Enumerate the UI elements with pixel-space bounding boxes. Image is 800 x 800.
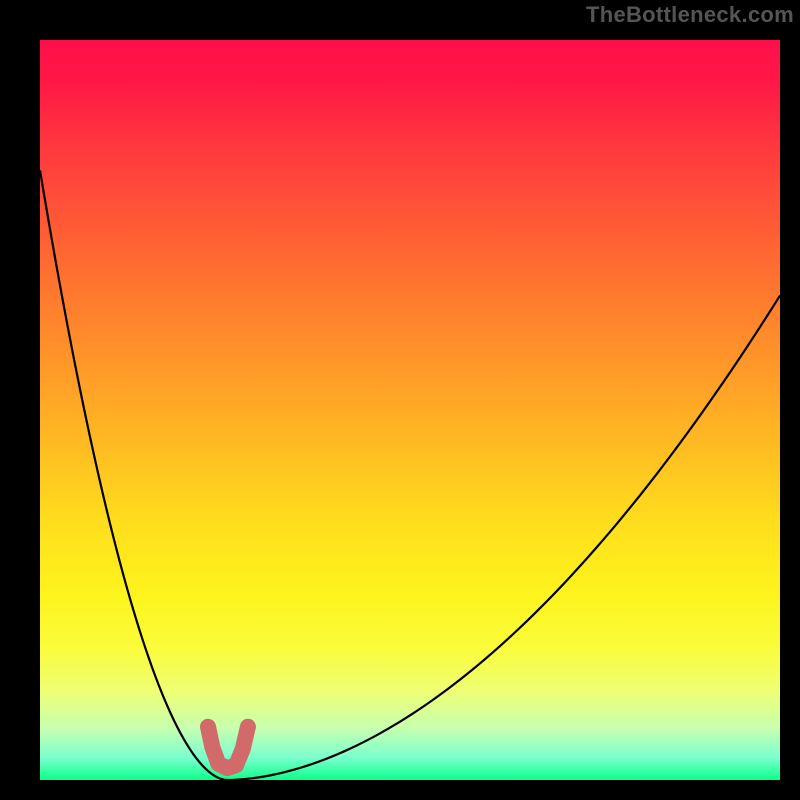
- chart-background: [40, 40, 780, 780]
- plot-svg: [40, 40, 780, 780]
- plot-area: [40, 40, 780, 780]
- attribution-label: TheBottleneck.com: [586, 2, 794, 28]
- chart-frame: TheBottleneck.com: [0, 0, 800, 800]
